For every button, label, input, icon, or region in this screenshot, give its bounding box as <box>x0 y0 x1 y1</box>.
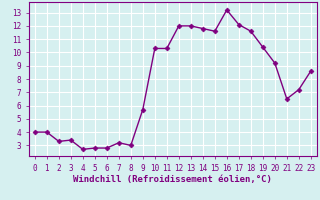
X-axis label: Windchill (Refroidissement éolien,°C): Windchill (Refroidissement éolien,°C) <box>73 175 272 184</box>
